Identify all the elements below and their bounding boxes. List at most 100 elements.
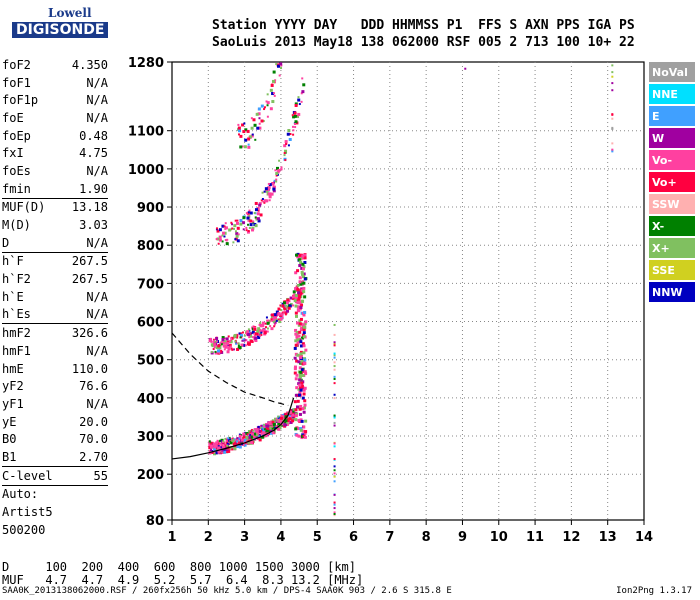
echo-point [247, 230, 250, 233]
echo-point [260, 331, 263, 334]
param-row: foEp 0.48 [2, 127, 108, 145]
echo-point [302, 313, 306, 317]
echo-point [258, 435, 261, 438]
echo-point [214, 351, 218, 355]
echo-point [212, 442, 216, 446]
echo-point [222, 440, 225, 443]
echo-point [265, 430, 268, 433]
echo-point [268, 319, 271, 322]
echo-point [263, 106, 266, 109]
echo-point [297, 291, 301, 295]
echo-point [293, 356, 297, 360]
echo-point [238, 345, 242, 349]
echo-point [298, 427, 302, 431]
echo-point [301, 77, 304, 80]
echo-point [284, 313, 287, 316]
echo-point [299, 418, 303, 422]
echo-point [283, 423, 287, 427]
echo-point [611, 82, 614, 85]
echo-point [274, 426, 277, 429]
echo-point [234, 219, 237, 222]
echo-point [215, 346, 219, 350]
echo-point [258, 126, 262, 130]
echo-point [258, 328, 262, 332]
echo-point [297, 334, 301, 338]
echo-point [294, 343, 298, 347]
param-name: foF1 [2, 75, 31, 90]
echo-point [301, 262, 305, 266]
param-row: h`E N/A [2, 288, 108, 306]
param-name: B0 [2, 432, 17, 447]
echo-point [287, 306, 291, 310]
echo-point [300, 360, 304, 364]
header-labels: Station YYYY DAY DDD HHMMSS P1 FFS S AXN… [212, 18, 635, 33]
echo-point [275, 174, 278, 177]
echo-point [218, 347, 221, 350]
echo-point [293, 400, 297, 404]
echo-point [263, 428, 266, 431]
echo-point [299, 386, 303, 390]
echo-point [294, 304, 298, 308]
param-row: MUF(D) 13.18 [2, 199, 108, 217]
echo-point [239, 219, 243, 223]
param-row: fmin 1.90 [2, 180, 108, 198]
echo-point [214, 446, 217, 449]
echo-point [274, 417, 277, 420]
echo-point [292, 295, 296, 299]
param-value: 0.48 [79, 128, 108, 143]
echo-point [263, 190, 266, 193]
echo-point [221, 450, 225, 454]
echo-point [296, 321, 300, 325]
echo-point [298, 412, 302, 416]
echo-point [251, 428, 254, 431]
echo-point [236, 226, 240, 230]
echo-point [611, 64, 614, 67]
param-value: 267.5 [71, 272, 108, 287]
y-tick-label: 400 [137, 392, 164, 407]
echo-point [210, 448, 213, 451]
echo-point [233, 224, 237, 228]
param-name: h`E [2, 289, 24, 304]
echo-point [283, 152, 286, 155]
echo-point [333, 368, 336, 371]
echo-point [333, 344, 336, 347]
echo-point [247, 432, 250, 435]
echo-point [611, 126, 614, 129]
param-name: foF1p [2, 93, 39, 108]
y-tick-label: 700 [137, 277, 164, 292]
echo-point [292, 408, 296, 412]
echo-point [264, 423, 267, 426]
echo-point [278, 159, 281, 162]
echo-point [220, 440, 223, 443]
echo-point [242, 228, 245, 231]
param-value: N/A [86, 93, 108, 108]
echo-point [281, 304, 285, 308]
x-tick-label: 9 [458, 530, 467, 545]
plot-frame [171, 61, 645, 521]
echo-point [287, 420, 290, 423]
echo-point [208, 443, 212, 447]
param-row: h`F2 267.5 [2, 270, 108, 288]
echo-point [260, 119, 264, 123]
trace-dashed-profile [171, 332, 289, 407]
echo-point [301, 342, 305, 346]
echo-point [302, 286, 306, 290]
echo-point [260, 333, 263, 336]
echo-point [299, 404, 303, 408]
echo-point [273, 92, 276, 95]
echo-point [231, 438, 235, 442]
echo-point [297, 309, 301, 313]
echo-point [303, 256, 307, 260]
echo-point [299, 355, 303, 359]
echo-point [229, 442, 232, 445]
echo-point [283, 307, 286, 310]
echo-point [296, 305, 300, 309]
param-value: 110.0 [71, 361, 108, 376]
echo-point [272, 320, 275, 323]
echo-point [333, 442, 336, 445]
echo-point [275, 319, 278, 322]
echo-point [292, 415, 296, 419]
echo-point [299, 305, 303, 309]
echo-point [249, 339, 253, 343]
echo-point [303, 358, 307, 362]
